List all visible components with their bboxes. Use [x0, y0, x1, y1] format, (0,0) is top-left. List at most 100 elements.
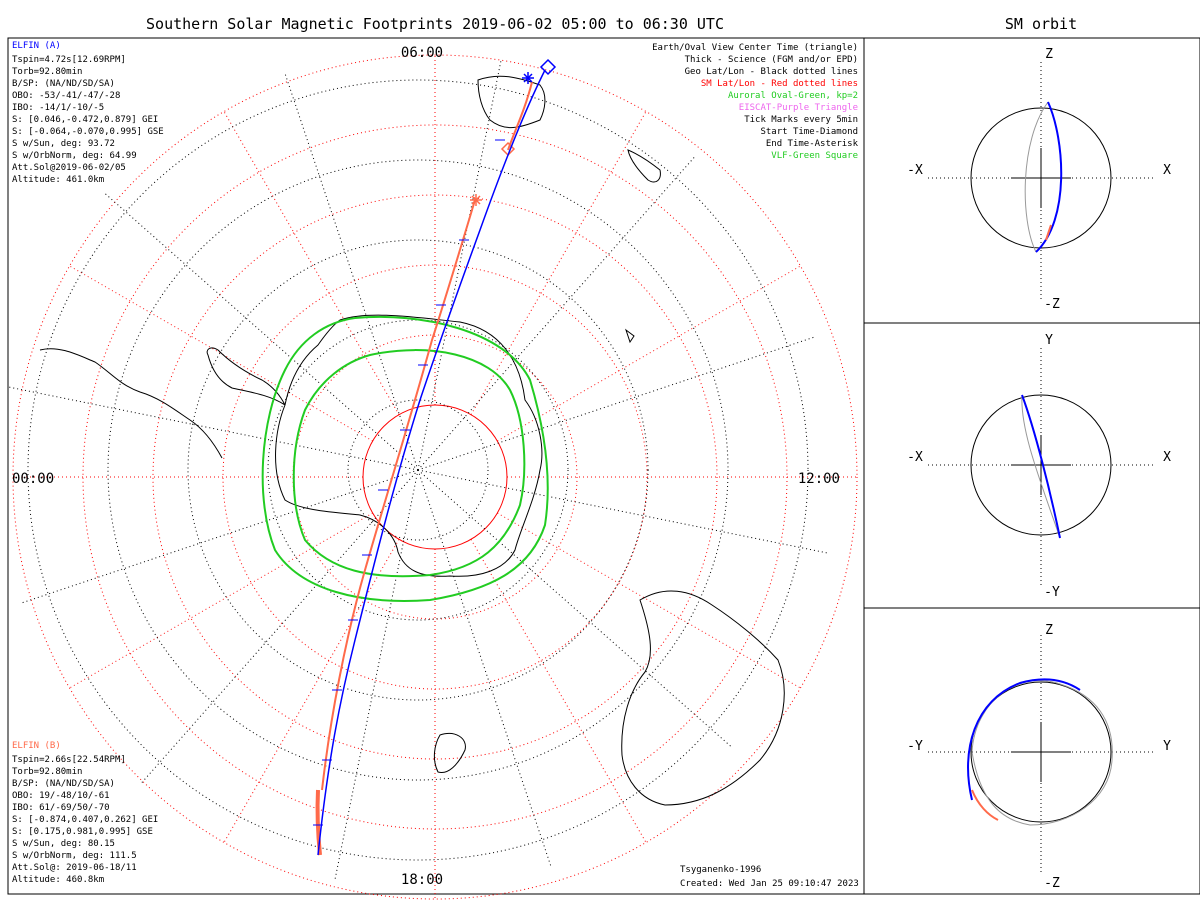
orbit-panel-yz: Z -Z -Y Y [907, 623, 1171, 891]
elfin-a-end-asterisk [522, 72, 534, 84]
orbit-elfin-b [971, 789, 999, 821]
geo-latitude-circle [107, 159, 729, 781]
elfin-a-line: S: [0.046,-0.472,0.879] GEI [12, 115, 158, 125]
geo-latitude-circle [27, 79, 809, 861]
earth-circle [970, 681, 1112, 823]
geo-meridian-line [417, 469, 553, 869]
geo-grid [6, 58, 830, 882]
axis-label-right: X [1163, 163, 1171, 178]
sm-latitude-circle [362, 404, 508, 550]
geo-meridian-line [417, 469, 734, 749]
created-label: Created: Wed Jan 25 09:10:47 2023 [680, 879, 859, 889]
axis-label-left: -X [907, 163, 923, 178]
mlt-label-00: 00:00 [12, 471, 54, 487]
legend: Earth/Oval View Center Time (triangle) T… [652, 43, 858, 161]
geo-meridian-line [139, 469, 419, 786]
sm-latitude-circle [82, 124, 788, 830]
legend-item: Earth/Oval View Center Time (triangle) [652, 43, 858, 53]
elfin-a-line: OBO: -53/-41/-47/-28 [12, 91, 120, 101]
geo-latitude-circle [187, 239, 649, 701]
orbit-panel-xy: Y -Y -X X [907, 333, 1171, 600]
sm-latitude-circle [12, 54, 858, 900]
elfin-a-line: Altitude: 461.0km [12, 175, 104, 185]
elfin-a-line: S w/OrbNorm, deg: 64.99 [12, 151, 137, 161]
geo-meridian-line [417, 154, 697, 471]
earth-circle [970, 394, 1112, 536]
elfin-a-title: ELFIN (A) [12, 41, 61, 51]
axis-label-left: -X [907, 450, 923, 465]
elfin-b-end-asterisk [470, 194, 482, 206]
auroral-oval-inner [292, 349, 526, 578]
main-title: Southern Solar Magnetic Footprints 2019-… [146, 15, 724, 33]
elfin-a-tick-marks [313, 139, 505, 826]
madagascar-coast [627, 149, 661, 183]
legend-item: Geo Lat/Lon - Black dotted lines [685, 67, 858, 77]
elfin-b-line: Tspin=2.66s[22.54RPM] [12, 755, 126, 765]
africa-coast [477, 75, 546, 128]
elfin-a-line: Att.Sol@2019-06-02/05 [12, 163, 126, 173]
sm-meridian-line [223, 111, 400, 415]
elfin-b-track [321, 81, 533, 791]
elfin-b-line: Att.Sol@: 2019-06-18/11 [12, 863, 137, 873]
elfin-b-info: ELFIN (B) Tspin=2.66s[22.54RPM] Torb=92.… [12, 741, 158, 885]
orbit-frame [863, 37, 1200, 895]
elfin-a-line: S w/Sun, deg: 93.72 [12, 139, 115, 149]
axis-label-top: Y [1045, 333, 1053, 348]
legend-item: Start Time-Diamond [760, 127, 858, 137]
elfin-b-line: Altitude: 460.8km [12, 875, 104, 885]
sm-meridian-line [470, 111, 647, 415]
geo-latitude-circle [267, 319, 569, 621]
elfin-a-start-diamond [539, 58, 557, 76]
sm-meridian-line [223, 539, 400, 843]
coastlines [39, 75, 785, 806]
orbit-gray [1021, 394, 1061, 539]
elfin-a-line: Tspin=4.72s[12.69RPM] [12, 55, 126, 65]
geo-meridian-line [102, 191, 419, 471]
sm-latitude-circle [152, 194, 718, 760]
geo-latitude-circle [347, 399, 489, 541]
geo-meridian-line [417, 469, 830, 554]
orbit-elfin-a [967, 678, 1081, 801]
axis-label-bottom: -Y [1044, 585, 1060, 600]
elfin-b-line: S w/Sun, deg: 80.15 [12, 839, 115, 849]
kerguelen-coast [625, 328, 635, 344]
legend-item: Thick - Science (FGM and/or EPD) [685, 55, 858, 65]
orbit-elfin-b [1045, 224, 1052, 241]
elfin-b-line: Torb=92.80min [12, 767, 82, 777]
mlt-label-12: 12:00 [798, 471, 840, 487]
new-zealand-coast [433, 733, 466, 774]
elfin-a-info: ELFIN (A) Tspin=4.72s[12.69RPM] Torb=92.… [12, 41, 164, 185]
elfin-a-line: Torb=92.80min [12, 67, 82, 77]
axis-label-right: X [1163, 450, 1171, 465]
elfin-b-line: S: [0.175,0.981,0.995] GSE [12, 827, 153, 837]
axis-label-right: Y [1163, 739, 1171, 754]
legend-item: VLF-Green Square [771, 151, 858, 161]
sm-meridian-line [69, 512, 373, 689]
elfin-b-line: S: [-0.874,0.407,0.262] GEI [12, 815, 158, 825]
axis-label-left: -Y [907, 739, 923, 754]
south-america-coast [39, 348, 223, 459]
orbit-elfin-a [1021, 394, 1061, 539]
elfin-a-line: IBO: -14/1/-10/-5 [12, 103, 104, 113]
elfin-b-line: OBO: 19/-48/10/-61 [12, 791, 110, 801]
sm-meridian-line [470, 539, 647, 843]
elfin-b-line: S w/OrbNorm, deg: 111.5 [12, 851, 137, 861]
elfin-b-line: B/SP: (NA/ND/SD/SA) [12, 779, 115, 789]
legend-item: End Time-Asterisk [766, 139, 859, 149]
elfin-b-title: ELFIN (B) [12, 741, 61, 751]
legend-item: EISCAT-Purple Triangle [739, 103, 858, 113]
geo-meridian-line [6, 386, 419, 471]
mlt-label-18: 18:00 [401, 872, 443, 888]
legend-item: SM Lat/Lon - Red dotted lines [701, 79, 858, 89]
sm-latitude-circle [292, 334, 578, 620]
elfin-a-line: S: [-0.064,-0.070,0.995] GSE [12, 127, 164, 137]
geo-meridian-line [417, 335, 817, 471]
axis-label-top: Z [1045, 47, 1053, 62]
axis-label-bottom: -Z [1044, 876, 1060, 891]
axis-label-top: Z [1045, 623, 1053, 638]
orbit-title: SM orbit [1005, 15, 1077, 33]
model-label: Tsyganenko-1996 [680, 865, 761, 875]
legend-item: Tick Marks every 5min [744, 115, 858, 125]
orbit-panel-xz: Z -Z -X X [907, 47, 1171, 312]
